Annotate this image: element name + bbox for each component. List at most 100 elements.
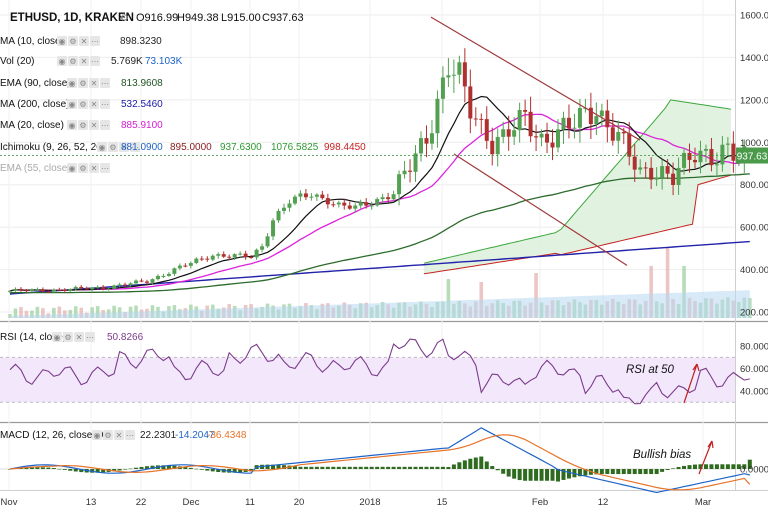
ma20-line	[9, 113, 750, 292]
time-tick-label: 22	[136, 497, 147, 508]
eye-button[interactable]	[67, 78, 77, 88]
close-button[interactable]	[79, 56, 89, 66]
volume-bar	[41, 308, 45, 318]
volume-bar	[649, 266, 653, 318]
last-price-line: 937.63	[0, 147, 768, 164]
more-icon: ⋯	[91, 37, 99, 46]
close-button[interactable]	[89, 163, 99, 173]
eye-button[interactable]	[57, 36, 67, 46]
macd-histogram-bar	[57, 468, 62, 470]
settings-button[interactable]	[68, 36, 78, 46]
macd-annotation[interactable]: Bullish bias	[633, 449, 691, 461]
settings-button[interactable]	[68, 56, 78, 66]
candle-body	[725, 143, 730, 145]
channel-lines[interactable]	[430, 16, 641, 266]
settings-button[interactable]	[78, 99, 88, 109]
annotations[interactable]: RSI at 50 Bullish bias	[626, 363, 714, 475]
settings-button[interactable]	[78, 163, 88, 173]
eye-button[interactable]	[67, 120, 77, 130]
close-button[interactable]	[89, 99, 99, 109]
more-button[interactable]	[100, 99, 110, 109]
more-button[interactable]	[130, 142, 140, 152]
settings-button[interactable]	[103, 430, 113, 440]
indicator-value: 937.6300	[220, 142, 262, 153]
candle-body	[462, 62, 467, 87]
macd-histogram-bar	[523, 469, 528, 481]
candle-body	[523, 109, 528, 112]
macd-histogram-bar	[594, 469, 599, 475]
candle-body	[128, 283, 133, 286]
eye-button[interactable]	[92, 430, 102, 440]
macd-histogram-bar	[205, 469, 210, 471]
eye-button[interactable]	[67, 99, 77, 109]
more-button[interactable]	[85, 332, 95, 342]
more-button[interactable]	[100, 120, 110, 130]
settings-button[interactable]	[78, 78, 88, 88]
candle-body	[90, 287, 95, 290]
candle-body	[95, 286, 100, 288]
macd-histogram-bar	[714, 464, 719, 469]
macd-histogram-bar	[747, 459, 752, 469]
candle-body	[29, 289, 34, 291]
eye-button[interactable]	[67, 163, 77, 173]
candle-body	[616, 131, 621, 141]
macd-histogram-bar	[35, 467, 40, 469]
price-tick-label: 1200.00	[740, 95, 768, 106]
close-button[interactable]	[114, 430, 124, 440]
settings-button[interactable]	[108, 142, 118, 152]
rsi-band	[0, 357, 735, 403]
macd-histogram-bar	[566, 469, 571, 479]
candle-body	[380, 197, 385, 200]
close-button[interactable]	[89, 120, 99, 130]
axes: 1600.00 1400.00 1200.00 1000.00 800.00 600.00…	[1, 11, 768, 509]
macd-histogram-bar	[292, 466, 297, 469]
channel-lower-line[interactable]	[453, 153, 628, 266]
candle-body	[534, 136, 539, 138]
candle-body	[62, 289, 67, 292]
close-icon: ✕	[91, 121, 98, 130]
more-button[interactable]	[90, 36, 100, 46]
channel-upper-line[interactable]	[430, 16, 641, 141]
macd-histogram-bar	[276, 464, 281, 469]
close-button[interactable]	[79, 36, 89, 46]
macd-histogram-bar	[451, 464, 456, 469]
macd-histogram-bar	[703, 464, 708, 469]
volume-bar	[30, 310, 34, 318]
close-button[interactable]	[74, 332, 84, 342]
more-button[interactable]	[100, 78, 110, 88]
price-tick-label: 400.00	[740, 265, 768, 276]
settings-button[interactable]	[63, 332, 73, 342]
gear-icon[interactable]: ⚙	[120, 13, 129, 24]
close-button[interactable]	[89, 78, 99, 88]
rsi-annotation[interactable]: RSI at 50	[626, 364, 675, 376]
macd-histogram-bar	[440, 466, 445, 469]
more-button[interactable]	[125, 430, 135, 440]
eye-button[interactable]	[52, 332, 62, 342]
candle-body	[419, 138, 423, 154]
macd-line	[9, 427, 750, 494]
candle-body	[649, 167, 654, 180]
settings-button[interactable]	[78, 120, 88, 130]
rsi-arrow[interactable]	[683, 363, 698, 404]
candle-body	[550, 142, 555, 148]
volume-bar	[57, 306, 62, 318]
macd-histogram-bar	[577, 469, 582, 477]
candle-body	[408, 170, 413, 172]
more-button[interactable]	[90, 56, 100, 66]
candle-body	[473, 118, 478, 120]
macd-histogram-bar	[627, 469, 632, 475]
indicator-value: 895.0000	[170, 142, 212, 153]
candle-body	[369, 205, 374, 207]
close-button[interactable]	[119, 142, 129, 152]
macd-histogram-bar	[468, 458, 473, 469]
candle-body	[424, 138, 429, 144]
candle-body	[566, 117, 571, 129]
eye-button[interactable]	[97, 142, 107, 152]
more-button[interactable]	[100, 163, 110, 173]
macd-arrow[interactable]	[698, 440, 713, 475]
macd-histogram-bar	[73, 469, 78, 472]
eye-button[interactable]	[57, 56, 67, 66]
macd-histogram-bar	[479, 456, 484, 469]
ma200-line	[9, 240, 750, 295]
